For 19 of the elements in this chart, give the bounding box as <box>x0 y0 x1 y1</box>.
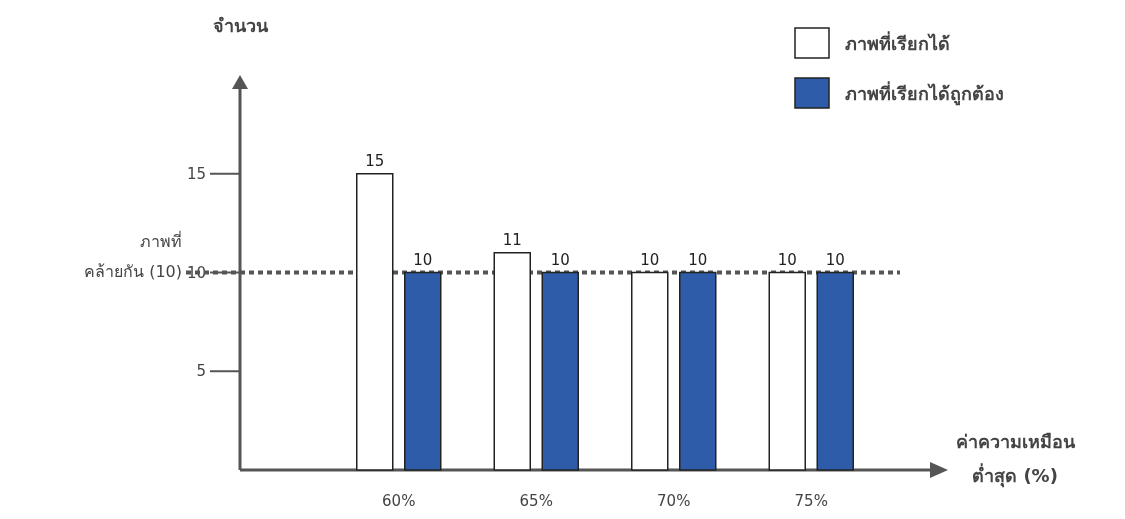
y-tick-label: 15 <box>186 164 206 183</box>
x-tick-label: 70% <box>657 492 691 510</box>
data-label: 10 <box>777 250 797 269</box>
x-axis-title: ค่าความเหมือน ต่ำสุด (%) <box>955 431 1076 488</box>
data-label: 10 <box>550 250 570 269</box>
y-tick-label: 5 <box>196 362 206 381</box>
data-label: 10 <box>688 250 708 269</box>
x-tick-label: 60% <box>382 492 416 510</box>
legend-label: ภาพที่เรียกได้ถูกต้อง <box>845 81 1004 106</box>
data-label: 10 <box>825 250 845 269</box>
y-axis-title: จำนวน <box>212 15 269 36</box>
data-label: 10 <box>413 250 433 269</box>
data-label: 10 <box>640 250 660 269</box>
legend-label: ภาพที่เรียกได้ <box>845 31 950 54</box>
ref-line-label: ภาพที่ คล้ายกัน (10) <box>84 229 182 281</box>
x-tick-label: 75% <box>794 492 828 510</box>
data-label: 15 <box>365 151 385 170</box>
x-tick-label: 65% <box>519 492 553 510</box>
data-label: 11 <box>502 230 522 249</box>
